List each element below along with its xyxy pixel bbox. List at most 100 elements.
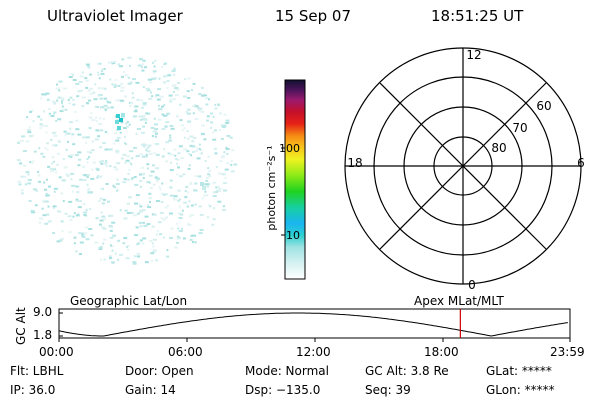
- uv-pixel: [155, 167, 160, 170]
- uv-pixel: [85, 79, 89, 82]
- uv-pixel: [72, 143, 76, 146]
- uv-pixel: [233, 163, 238, 166]
- uv-pixel: [176, 222, 179, 225]
- uv-pixel: [152, 249, 157, 252]
- uv-pixel: [161, 113, 165, 116]
- uv-pixel: [65, 148, 68, 151]
- uv-pixel: [59, 110, 64, 112]
- uv-pixel: [192, 241, 194, 243]
- uv-pixel: [91, 119, 96, 122]
- uv-pixel: [147, 78, 152, 81]
- uv-pixel: [184, 190, 187, 193]
- uv-pixel: [58, 89, 61, 92]
- uv-pixel: [141, 118, 144, 121]
- uv-pixel: [157, 88, 161, 91]
- uv-pixel: [135, 109, 137, 112]
- uv-pixel: [226, 153, 229, 156]
- uv-pixel: [208, 170, 212, 173]
- uv-pixel: [204, 190, 207, 193]
- uv-pixel: [81, 235, 86, 238]
- uv-pixel: [80, 89, 83, 92]
- uv-pixel: [142, 125, 145, 128]
- uv-pixel: [111, 62, 116, 65]
- uv-pixel: [174, 154, 177, 157]
- uv-pixel: [95, 129, 100, 132]
- uv-pixel: [117, 85, 121, 87]
- uv-pixel: [139, 180, 143, 182]
- uv-pixel: [127, 76, 130, 79]
- uv-pixel: [146, 223, 151, 226]
- uv-pixel: [194, 203, 197, 206]
- uv-pixel: [113, 186, 117, 189]
- uv-pixel: [69, 127, 72, 130]
- uv-pixel: [103, 238, 107, 241]
- uv-pixel: [126, 120, 129, 123]
- uv-pixel: [98, 160, 101, 163]
- uv-pixel: [177, 199, 180, 202]
- uv-pixel: [191, 140, 195, 143]
- uv-pixel: [47, 214, 50, 216]
- uv-pixel: [222, 205, 225, 208]
- uv-pixel: [142, 145, 146, 148]
- uv-pixel: [155, 143, 158, 146]
- uv-pixel: [203, 138, 207, 141]
- uv-pixel: [73, 242, 76, 245]
- uv-pixel: [174, 87, 179, 89]
- uv-pixel: [189, 182, 193, 185]
- uv-pixel: [193, 137, 197, 140]
- uv-pixel: [61, 102, 63, 105]
- uv-pixel: [109, 229, 113, 232]
- uv-pixel: [152, 245, 155, 248]
- uv-pixel: [139, 205, 143, 208]
- uv-pixel: [210, 112, 214, 115]
- uv-pixel: [57, 139, 60, 142]
- uv-pixel: [151, 135, 154, 138]
- uv-pixel: [205, 185, 210, 188]
- uv-pixel: [135, 194, 140, 197]
- uv-pixel: [20, 139, 24, 142]
- orbit-xticks: [58, 338, 571, 342]
- uv-pixel: [184, 78, 187, 81]
- uv-pixel: [165, 121, 170, 124]
- uv-pixel: [90, 177, 95, 180]
- uv-pixel: [29, 134, 33, 137]
- uv-pixel: [106, 131, 109, 134]
- uv-pixel: [37, 174, 41, 177]
- uv-pixel: [113, 166, 117, 169]
- uv-pixel: [173, 67, 176, 70]
- uv-pixel: [24, 183, 27, 186]
- uv-pixel: [70, 172, 75, 175]
- uv-pixel: [51, 100, 56, 103]
- uv-pixel: [20, 175, 24, 178]
- uv-pixel: [86, 161, 89, 164]
- uv-pixel: [53, 111, 57, 114]
- uv-pixel: [191, 89, 193, 92]
- uv-pixel: [49, 167, 54, 170]
- uv-pixel: [130, 178, 133, 181]
- uv-pixel: [32, 160, 35, 163]
- uv-pixel: [141, 115, 146, 118]
- uv-pixel: [200, 86, 204, 89]
- uv-pixel: [111, 83, 114, 86]
- uv-pixel: [187, 97, 191, 99]
- uv-pixel: [178, 175, 183, 178]
- uv-pixel: [116, 258, 119, 261]
- polar-label-0: 0: [468, 278, 476, 292]
- uv-pixel: [93, 98, 98, 101]
- uv-pixel: [115, 139, 120, 142]
- uv-pixel: [33, 188, 37, 191]
- info-glat: GLat: *****: [486, 364, 552, 378]
- uv-pixel: [173, 195, 178, 198]
- uv-pixel: [100, 187, 103, 190]
- uv-pixel: [57, 152, 61, 155]
- uv-pixel: [176, 115, 179, 118]
- uv-pixel: [25, 171, 30, 174]
- uv-pixel: [75, 119, 79, 122]
- uv-pixel: [158, 186, 161, 189]
- uv-pixel: [119, 65, 123, 68]
- uv-pixel: [47, 108, 51, 110]
- uv-pixel: [188, 153, 191, 156]
- uv-pixel: [87, 189, 90, 192]
- uv-pixel: [82, 203, 86, 206]
- uv-pixel: [55, 87, 60, 90]
